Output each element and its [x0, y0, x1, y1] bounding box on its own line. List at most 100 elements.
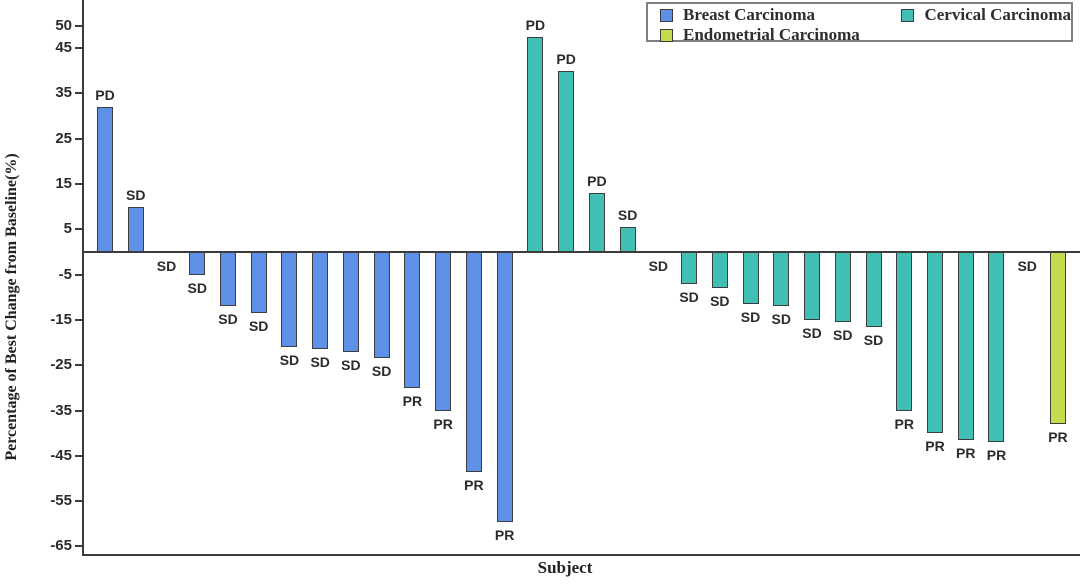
bar-breast-2	[127, 206, 144, 252]
bar-cervical-15	[957, 252, 974, 440]
response-label: SD	[710, 293, 730, 310]
y-axis-line	[82, 0, 84, 556]
response-label: SD	[802, 324, 822, 341]
bar-cervical-7	[711, 252, 728, 289]
bar-cervical-2	[558, 70, 575, 252]
bar-breast-11	[404, 252, 421, 388]
y-tick-label-15: 15	[55, 175, 72, 193]
endometrial-swatch-icon	[660, 28, 673, 42]
response-label: SD	[648, 258, 669, 274]
bar-breast-5	[219, 252, 236, 307]
legend-row-2: Endometrial Carcinoma	[648, 25, 1071, 45]
response-label: SD	[617, 207, 638, 224]
legend-item-breast: Breast Carcinoma	[648, 5, 901, 25]
response-label: SD	[126, 186, 146, 203]
legend-label-cervical: Cervical Carcinoma	[924, 5, 1071, 24]
response-label: SD	[310, 354, 330, 371]
bar-cervical-10	[804, 252, 821, 320]
bar-breast-1	[97, 107, 113, 252]
y-tick-mark-25	[75, 137, 82, 140]
y-tick-mark--15	[75, 318, 82, 321]
legend: Breast Carcinoma Cervical Carcinoma Endo…	[646, 2, 1073, 45]
legend-item-endometrial: Endometrial Carcinoma	[648, 25, 912, 45]
response-label: SD	[156, 258, 177, 274]
response-label: PR	[494, 526, 515, 543]
y-tick-mark-15	[75, 183, 82, 186]
bar-cervical-3	[588, 193, 605, 252]
y-axis-title: Percentage of Best Change from Baseline(…	[3, 153, 20, 461]
y-tick-mark-5	[75, 228, 82, 231]
y-tick-label--5: -5	[58, 265, 72, 283]
y-tick-mark--35	[75, 409, 82, 412]
x-axis-line	[82, 554, 1080, 556]
bar-cervical-11	[834, 252, 851, 323]
bar-cervical-8	[742, 252, 759, 305]
bar-breast-4	[189, 252, 206, 275]
y-tick-label--55: -55	[50, 492, 72, 510]
response-label: SD	[279, 352, 300, 369]
y-tick-mark--25	[75, 364, 82, 367]
bar-cervical-16	[988, 252, 1005, 443]
response-label: PD	[525, 16, 546, 33]
response-label: PR	[894, 415, 914, 432]
response-label: SD	[218, 311, 238, 328]
y-tick-mark-35	[75, 92, 82, 95]
y-tick-label--45: -45	[50, 446, 72, 464]
response-label: PR	[925, 438, 945, 455]
bar-cervical-12	[865, 252, 882, 327]
y-tick-mark-45	[75, 47, 82, 50]
response-label: SD	[371, 363, 392, 380]
cervical-swatch-icon	[901, 8, 915, 22]
bar-breast-6	[250, 252, 267, 314]
y-tick-mark--45	[75, 454, 82, 457]
response-label: PR	[1048, 429, 1068, 446]
legend-row-1: Breast Carcinoma Cervical Carcinoma	[648, 5, 1071, 25]
bar-breast-7	[281, 252, 298, 348]
bar-breast-8	[312, 252, 329, 350]
legend-label-breast: Breast Carcinoma	[683, 5, 816, 24]
breast-swatch-icon	[660, 8, 673, 22]
y-tick-label-45: 45	[55, 39, 72, 57]
bar-breast-14	[496, 252, 513, 522]
y-tick-label-25: 25	[55, 129, 72, 147]
y-tick-mark--5	[75, 273, 82, 276]
y-tick-label--15: -15	[50, 310, 72, 328]
bar-breast-9	[342, 252, 359, 352]
bar-breast-13	[465, 252, 482, 472]
bar-cervical-1	[527, 36, 544, 252]
response-label: PD	[95, 87, 115, 104]
x-axis-title: Subject	[537, 558, 593, 577]
bar-breast-10	[373, 252, 390, 359]
response-label: SD	[771, 311, 791, 328]
response-label: PD	[556, 50, 576, 67]
response-label: SD	[248, 318, 269, 335]
y-tick-label-5: 5	[63, 220, 72, 238]
response-label: PR	[986, 447, 1007, 464]
response-label: SD	[1017, 258, 1037, 274]
bar-cervical-9	[773, 252, 790, 307]
y-tick-label--65: -65	[50, 537, 72, 555]
y-tick-label-35: 35	[55, 84, 72, 102]
response-label: PR	[402, 392, 423, 409]
y-tick-mark--55	[75, 500, 82, 503]
response-label: SD	[341, 356, 361, 373]
response-label: SD	[679, 288, 699, 305]
bar-breast-12	[435, 252, 452, 411]
bar-cervical-13	[896, 252, 913, 411]
bar-cervical-4	[619, 227, 636, 252]
bar-cervical-6	[681, 252, 698, 284]
response-label: SD	[740, 309, 761, 326]
response-label: PR	[433, 415, 453, 432]
y-tick-label-50: 50	[55, 16, 72, 34]
bar-cervical-14	[926, 252, 943, 434]
legend-label-endometrial: Endometrial Carcinoma	[683, 25, 860, 44]
bar-endometrial-2	[1049, 252, 1066, 425]
response-label: PR	[955, 444, 976, 461]
y-tick-mark--65	[75, 545, 82, 548]
response-label: PR	[464, 476, 484, 493]
response-label: SD	[187, 279, 207, 296]
y-tick-mark-50	[75, 24, 82, 27]
legend-item-cervical: Cervical Carcinoma	[901, 5, 1071, 25]
y-tick-label--25: -25	[50, 356, 72, 374]
